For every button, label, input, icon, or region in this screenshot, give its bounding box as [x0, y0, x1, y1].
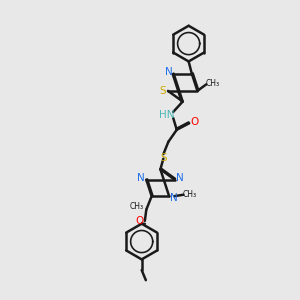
- Text: N: N: [176, 173, 184, 183]
- Text: HN: HN: [159, 110, 174, 120]
- Text: CH₃: CH₃: [182, 190, 197, 199]
- Text: N: N: [137, 173, 145, 183]
- Text: CH₃: CH₃: [129, 202, 144, 211]
- Text: O: O: [190, 117, 198, 127]
- Text: O: O: [135, 216, 144, 226]
- Text: N: N: [170, 193, 178, 203]
- Text: S: S: [160, 86, 166, 96]
- Text: S: S: [160, 153, 167, 163]
- Text: N: N: [165, 68, 173, 77]
- Text: CH₃: CH₃: [206, 79, 220, 88]
